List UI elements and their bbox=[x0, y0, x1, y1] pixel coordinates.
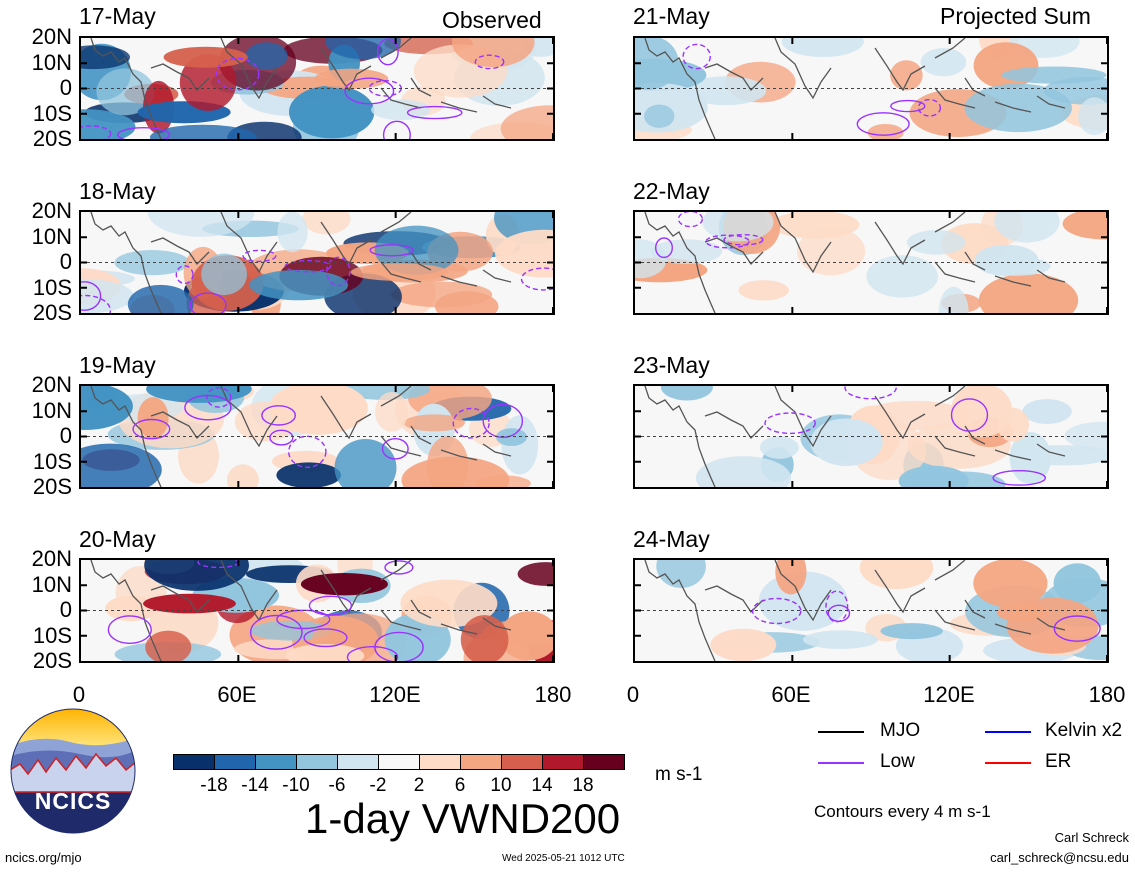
latitude-tick-label: 10S bbox=[32, 100, 72, 126]
panel-date-label: 22-May bbox=[633, 178, 710, 204]
latitude-tick-label: 10S bbox=[32, 448, 72, 474]
latitude-tick-label: 20N bbox=[31, 372, 72, 397]
main-title: 1-day VWND200 bbox=[305, 795, 621, 842]
map-field-graphic bbox=[635, 386, 1107, 487]
longitude-tick-label: 0 bbox=[626, 682, 640, 707]
legend-line-low bbox=[818, 762, 864, 764]
legend-line-kelvin bbox=[985, 731, 1031, 733]
observed-map-panel bbox=[79, 210, 555, 315]
latitude-tick-label: 0 bbox=[59, 249, 72, 274]
colorbar-tick-label: -2 bbox=[369, 775, 387, 796]
map-field-graphic bbox=[635, 38, 1107, 139]
latitude-tick-label: 0 bbox=[59, 75, 72, 100]
observed-label: Observed bbox=[442, 7, 542, 33]
colorbar-swatch bbox=[542, 754, 584, 770]
latitude-tick-label: 0 bbox=[59, 597, 72, 622]
latitude-tick-label: 20N bbox=[31, 198, 72, 223]
panel-date-label: 20-May bbox=[79, 526, 156, 552]
observed-map-panel bbox=[79, 558, 555, 663]
observed-map-panel bbox=[79, 384, 555, 489]
map-field-graphic bbox=[81, 212, 553, 313]
projected-map-panel bbox=[633, 210, 1109, 315]
author-name: Carl Schreck bbox=[1054, 830, 1129, 845]
colorbar-swatch bbox=[296, 754, 338, 770]
longitude-tick-label: 60E bbox=[217, 682, 257, 707]
author-email: carl_schreck@ncsu.edu bbox=[990, 850, 1129, 865]
colorbar-units: m s-1 bbox=[655, 764, 703, 785]
latitude-tick-label: 20S bbox=[32, 648, 72, 673]
projected-map-panel bbox=[633, 36, 1109, 141]
map-field-graphic bbox=[635, 212, 1107, 313]
longitude-tick-label: 0 bbox=[72, 682, 86, 707]
map-field-graphic bbox=[635, 560, 1107, 661]
longitude-tick-label: 180 bbox=[534, 682, 572, 707]
panel-date-label: 17-May bbox=[79, 3, 156, 29]
panel-date-label: 19-May bbox=[79, 352, 156, 378]
longitude-tick-label: 120E bbox=[923, 682, 975, 707]
colorbar-swatch bbox=[419, 754, 461, 770]
colorbar-swatch bbox=[378, 754, 420, 770]
colorbar-tick-label: 2 bbox=[413, 775, 425, 796]
footer-url: ncics.org/mjo bbox=[5, 850, 82, 865]
latitude-tick-label: 20N bbox=[31, 24, 72, 49]
legend-label-kelvin: Kelvin x2 bbox=[1045, 720, 1123, 741]
longitude-tick-label: 60E bbox=[771, 682, 811, 707]
ncics-logo-icon bbox=[10, 708, 136, 834]
map-field-graphic bbox=[81, 386, 553, 487]
colorbar-tick-label: 10 bbox=[490, 775, 512, 796]
colorbar-swatch bbox=[501, 754, 543, 770]
colorbar-tick-label: -6 bbox=[328, 775, 346, 796]
panel-date-label: 24-May bbox=[633, 526, 710, 552]
colorbar-tick-label: 6 bbox=[454, 775, 466, 796]
latitude-tick-label: 20S bbox=[32, 126, 72, 151]
panel-date-label: 23-May bbox=[633, 352, 710, 378]
contour-note: Contours every 4 m s-1 bbox=[814, 802, 991, 821]
projected-label: Projected Sum bbox=[940, 3, 1091, 29]
observed-map-panel bbox=[79, 36, 555, 141]
colorbar-swatch bbox=[583, 754, 625, 770]
longitude-tick-label: 180 bbox=[1088, 682, 1126, 707]
colorbar-swatch bbox=[214, 754, 256, 770]
colorbar-swatch bbox=[337, 754, 379, 770]
latitude-tick-label: 10N bbox=[31, 49, 72, 75]
latitude-tick-label: 10S bbox=[32, 622, 72, 648]
latitude-tick-label: 10N bbox=[31, 223, 72, 249]
legend-line-er bbox=[985, 762, 1031, 764]
logo-text: NCICS bbox=[34, 788, 112, 814]
colorbar-swatch bbox=[460, 754, 502, 770]
legend-label-er: ER bbox=[1045, 751, 1072, 772]
latitude-tick-label: 0 bbox=[59, 423, 72, 448]
colorbar-tick-label: -10 bbox=[282, 775, 310, 796]
legend-label-low: Low bbox=[880, 751, 915, 772]
map-field-graphic bbox=[81, 38, 553, 139]
latitude-tick-label: 10N bbox=[31, 397, 72, 423]
latitude-tick-label: 20S bbox=[32, 300, 72, 325]
colorbar-tick-label: -18 bbox=[200, 775, 228, 796]
legend-line-mjo bbox=[818, 731, 864, 733]
colorbar-tick-label: 14 bbox=[531, 775, 553, 796]
projected-map-panel bbox=[633, 558, 1109, 663]
latitude-tick-label: 20N bbox=[31, 546, 72, 571]
projected-map-panel bbox=[633, 384, 1109, 489]
panel-date-label: 21-May bbox=[633, 3, 710, 29]
colorbar-tick-label: -14 bbox=[241, 775, 269, 796]
ncics-logo: NCICS bbox=[10, 708, 136, 834]
footer-timestamp: Wed 2025-05-21 1012 UTC bbox=[502, 853, 625, 864]
longitude-tick-label: 120E bbox=[369, 682, 421, 707]
colorbar-tick-label: 18 bbox=[572, 775, 594, 796]
map-field-graphic bbox=[81, 560, 553, 661]
colorbar-swatch bbox=[255, 754, 297, 770]
legend-label-mjo: MJO bbox=[880, 720, 921, 741]
latitude-tick-label: 20S bbox=[32, 474, 72, 499]
colorbar-swatch bbox=[173, 754, 215, 770]
panel-date-label: 18-May bbox=[79, 178, 156, 204]
latitude-tick-label: 10N bbox=[31, 571, 72, 597]
latitude-tick-label: 10S bbox=[32, 274, 72, 300]
